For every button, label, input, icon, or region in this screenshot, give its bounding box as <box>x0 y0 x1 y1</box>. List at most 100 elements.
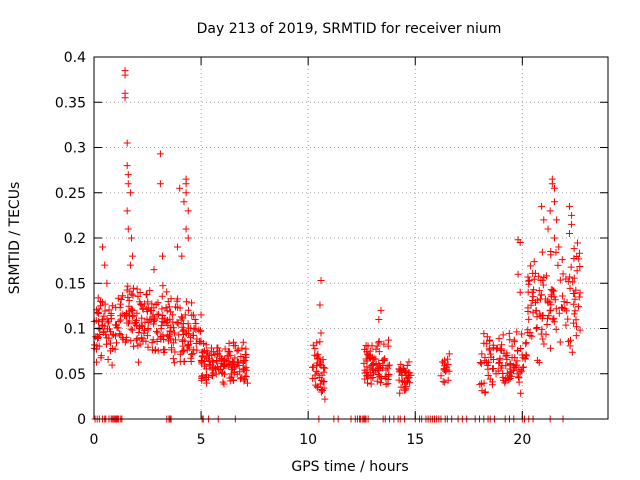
data-point <box>213 358 221 366</box>
data-point <box>122 336 130 344</box>
data-point <box>440 365 448 373</box>
data-point <box>384 380 392 388</box>
data-point <box>557 303 565 311</box>
data-point <box>320 368 328 376</box>
data-point <box>480 330 488 338</box>
data-point <box>187 358 195 366</box>
data-point <box>143 290 151 298</box>
data-point <box>148 346 156 354</box>
data-point <box>576 262 584 270</box>
data-point <box>576 249 583 257</box>
data-point <box>124 171 132 179</box>
data-point <box>116 304 124 312</box>
data-point <box>159 282 167 290</box>
data-point <box>150 318 158 326</box>
data-point <box>367 380 375 388</box>
data-point <box>553 216 561 224</box>
data-point <box>182 298 190 306</box>
data-point <box>575 255 583 263</box>
data-point <box>169 318 177 326</box>
data-point <box>189 311 197 319</box>
data-point <box>539 281 547 289</box>
data-point <box>515 378 523 386</box>
data-point <box>210 364 218 372</box>
data-point <box>495 335 503 343</box>
data-point <box>188 299 196 307</box>
data-point <box>565 202 573 210</box>
data-point <box>362 342 370 350</box>
data-point <box>547 344 555 352</box>
data-point <box>501 379 509 387</box>
data-point <box>133 285 141 293</box>
data-point <box>243 379 251 387</box>
data-point <box>158 292 166 300</box>
data-point <box>177 316 185 324</box>
data-point <box>316 338 324 346</box>
x-tick-label: 0 <box>90 432 99 448</box>
data-point <box>524 307 532 315</box>
data-point <box>95 342 103 350</box>
data-point <box>375 339 383 347</box>
data-point <box>566 284 574 292</box>
y-tick-label: 0.2 <box>64 231 86 247</box>
data-point <box>499 331 507 339</box>
data-point <box>568 348 576 356</box>
data-point <box>219 363 227 371</box>
data-point <box>237 353 245 361</box>
data-point <box>382 380 390 388</box>
data-point <box>192 319 200 327</box>
data-point <box>550 314 558 322</box>
data-point <box>131 320 139 328</box>
data-point <box>204 373 212 381</box>
data-point <box>94 334 102 342</box>
data-point <box>380 357 388 365</box>
data-point <box>169 355 177 363</box>
data-point <box>154 299 162 307</box>
data-point <box>550 184 558 192</box>
data-point <box>124 293 132 301</box>
data-point <box>124 225 132 233</box>
data-point <box>439 358 447 366</box>
data-point <box>127 337 135 345</box>
data-point <box>157 335 165 343</box>
data-point <box>121 71 129 79</box>
data-point <box>101 307 109 315</box>
data-point <box>533 324 541 332</box>
data-point <box>169 311 177 319</box>
data-point <box>511 363 519 371</box>
data-point <box>564 315 572 323</box>
data-point <box>486 336 494 344</box>
data-point <box>112 332 120 340</box>
data-point <box>504 374 512 382</box>
data-point <box>505 329 513 337</box>
data-point <box>197 311 205 319</box>
data-point <box>180 327 188 335</box>
data-point <box>313 359 321 367</box>
data-point <box>137 322 145 330</box>
data-point <box>101 322 109 330</box>
data-point <box>375 315 383 323</box>
data-point <box>365 372 373 380</box>
data-point <box>168 344 176 352</box>
data-point <box>225 357 233 365</box>
data-point <box>513 370 521 378</box>
data-point <box>498 362 506 370</box>
data-point <box>138 335 146 343</box>
data-point <box>573 239 581 247</box>
data-point <box>101 261 109 269</box>
data-point <box>311 374 319 382</box>
data-point <box>530 275 538 283</box>
data-point <box>104 355 112 363</box>
data-point <box>395 376 403 384</box>
data-point <box>142 337 150 345</box>
data-point <box>108 331 116 339</box>
data-point <box>97 354 105 362</box>
data-point <box>522 340 530 348</box>
data-point <box>311 351 319 359</box>
data-point <box>96 325 104 333</box>
data-point <box>533 296 541 304</box>
data-point <box>312 381 320 389</box>
data-point <box>156 180 164 188</box>
data-point <box>146 316 154 324</box>
data-point <box>385 371 393 379</box>
